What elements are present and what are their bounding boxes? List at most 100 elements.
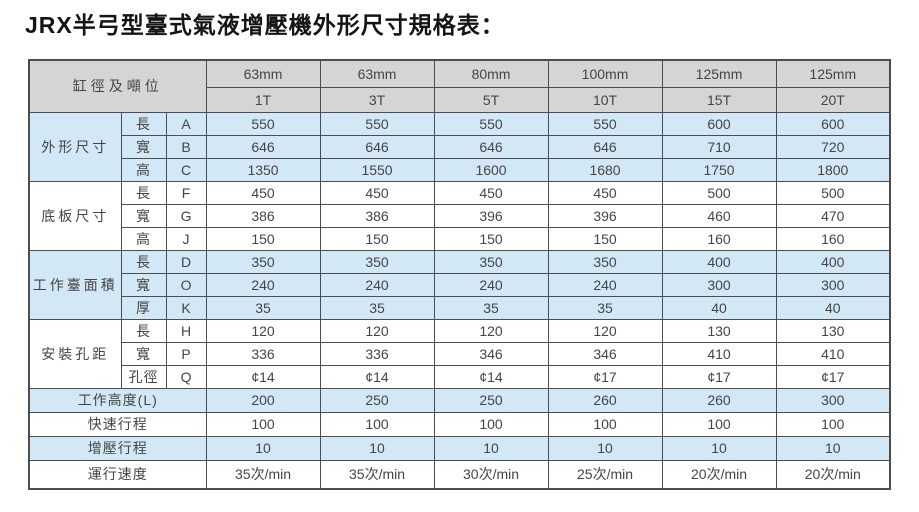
value-cell: 450: [205, 180, 321, 205]
page-title: JRX半弓型臺式氣液增壓機外形尺寸規格表：: [25, 12, 505, 38]
value-cell: 1350: [205, 157, 321, 182]
column-header-tonnage: 15T: [661, 86, 777, 113]
dimension-label: 厚: [120, 295, 167, 320]
code-label: B: [165, 134, 207, 159]
value-cell: 35次/min: [319, 459, 435, 490]
code-label: G: [165, 203, 207, 228]
value-cell: 250: [433, 387, 549, 413]
value-cell: 120: [319, 318, 435, 343]
value-cell: 400: [661, 249, 777, 274]
code-label: Q: [165, 364, 207, 389]
value-cell: 410: [775, 341, 891, 366]
value-cell: 35: [319, 295, 435, 320]
value-cell: 240: [433, 272, 549, 297]
spec-table-body: 缸徑及噸位 63mm 63mm 80mm 100mm 125mm 125mm 1T 3T 5T 10…: [28, 59, 891, 490]
dimension-label: 孔徑: [120, 364, 167, 389]
column-header-tonnage: 3T: [319, 86, 435, 113]
value-cell: 350: [205, 249, 321, 274]
value-cell: 600: [661, 111, 777, 136]
column-header-tonnage: 1T: [205, 86, 321, 113]
value-cell: 20次/min: [661, 459, 777, 490]
value-cell: 130: [661, 318, 777, 343]
footer-row-label: 增壓行程: [28, 435, 207, 461]
dimension-label: 寬: [120, 341, 167, 366]
value-cell: 120: [205, 318, 321, 343]
code-label: K: [165, 295, 207, 320]
dimension-label: 寬: [120, 134, 167, 159]
column-header-diameter: 100mm: [547, 59, 663, 88]
value-cell: ¢14: [319, 364, 435, 389]
value-cell: 10: [205, 435, 321, 461]
value-cell: 10: [775, 435, 891, 461]
value-cell: 646: [319, 134, 435, 159]
code-label: J: [165, 226, 207, 251]
value-cell: ¢14: [205, 364, 321, 389]
value-cell: 35: [547, 295, 663, 320]
value-cell: 35次/min: [205, 459, 321, 490]
value-cell: 1680: [547, 157, 663, 182]
value-cell: 300: [661, 272, 777, 297]
footer-row-label: 快速行程: [28, 411, 207, 437]
value-cell: 100: [661, 411, 777, 437]
value-cell: 120: [547, 318, 663, 343]
value-cell: 10: [319, 435, 435, 461]
footer-row-label: 工作高度(L): [28, 387, 207, 413]
value-cell: 720: [775, 134, 891, 159]
value-cell: 10: [661, 435, 777, 461]
value-cell: 100: [433, 411, 549, 437]
value-cell: 710: [661, 134, 777, 159]
footer-row-label: 運行速度: [28, 459, 207, 490]
value-cell: ¢17: [547, 364, 663, 389]
column-header-tonnage: 5T: [433, 86, 549, 113]
value-cell: ¢17: [661, 364, 777, 389]
value-cell: 646: [547, 134, 663, 159]
value-cell: 396: [547, 203, 663, 228]
value-cell: 470: [775, 203, 891, 228]
value-cell: 336: [319, 341, 435, 366]
value-cell: 150: [319, 226, 435, 251]
value-cell: 550: [433, 111, 549, 136]
value-cell: 35: [205, 295, 321, 320]
value-cell: 646: [205, 134, 321, 159]
column-header-diameter: 125mm: [661, 59, 777, 88]
value-cell: 550: [205, 111, 321, 136]
column-header-diameter: 63mm: [319, 59, 435, 88]
value-cell: 100: [775, 411, 891, 437]
value-cell: 240: [205, 272, 321, 297]
value-cell: 300: [775, 387, 891, 413]
value-cell: 1750: [661, 157, 777, 182]
value-cell: 646: [433, 134, 549, 159]
dimension-label: 長: [120, 180, 167, 205]
value-cell: 1800: [775, 157, 891, 182]
value-cell: 10: [433, 435, 549, 461]
code-label: D: [165, 249, 207, 274]
value-cell: 260: [547, 387, 663, 413]
value-cell: 40: [661, 295, 777, 320]
value-cell: 336: [205, 341, 321, 366]
code-label: H: [165, 318, 207, 343]
value-cell: 396: [433, 203, 549, 228]
value-cell: 160: [661, 226, 777, 251]
value-cell: 450: [319, 180, 435, 205]
value-cell: 100: [547, 411, 663, 437]
value-cell: 200: [205, 387, 321, 413]
dimension-label: 寬: [120, 203, 167, 228]
value-cell: 100: [319, 411, 435, 437]
value-cell: 160: [775, 226, 891, 251]
corner-header-cell: 缸徑及噸位: [28, 59, 207, 113]
value-cell: 150: [547, 226, 663, 251]
value-cell: 100: [205, 411, 321, 437]
value-cell: 400: [775, 249, 891, 274]
code-label: P: [165, 341, 207, 366]
column-header-tonnage: 20T: [775, 86, 891, 113]
value-cell: 1550: [319, 157, 435, 182]
value-cell: 130: [775, 318, 891, 343]
column-header-diameter: 63mm: [205, 59, 321, 88]
value-cell: 450: [433, 180, 549, 205]
value-cell: 40: [775, 295, 891, 320]
value-cell: 1600: [433, 157, 549, 182]
value-cell: 20次/min: [775, 459, 891, 490]
value-cell: 300: [775, 272, 891, 297]
dimension-label: 寬: [120, 272, 167, 297]
value-cell: 450: [547, 180, 663, 205]
